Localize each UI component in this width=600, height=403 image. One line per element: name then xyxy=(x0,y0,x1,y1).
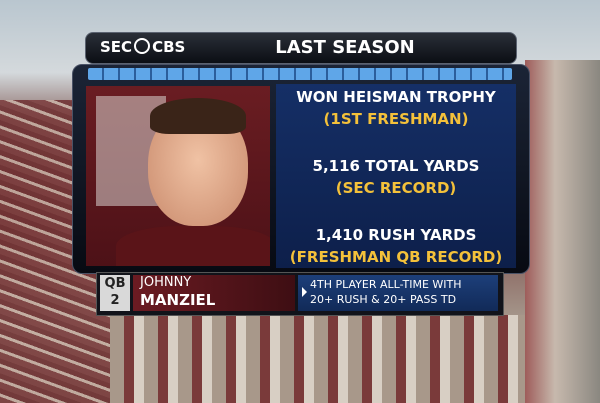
stat-line: 1,410 RUSH YARDS xyxy=(315,226,477,244)
fact-line: 20+ RUSH & 20+ PASS TD xyxy=(310,293,457,306)
shirt xyxy=(116,226,270,266)
network-logo: SEC CBS xyxy=(100,38,185,56)
player-photo xyxy=(86,86,270,266)
stat-note: (FRESHMAN QB RECORD) xyxy=(289,248,503,266)
jersey-number: 2 xyxy=(110,293,120,308)
stats-box: WON HEISMAN TROPHY (1ST FRESHMAN) 5,116 TO… xyxy=(276,84,516,268)
first-name: JOHNNY xyxy=(140,275,192,290)
stat-note: (1ST FRESHMAN) xyxy=(323,110,469,128)
logo-right: CBS xyxy=(152,38,186,56)
stands xyxy=(110,315,525,403)
arrow xyxy=(302,287,307,297)
hair xyxy=(150,98,246,134)
logo-eye xyxy=(134,38,151,54)
stat-line: 5,116 TOTAL YARDS xyxy=(312,157,480,175)
title-bar xyxy=(85,32,517,64)
stat-note: (SEC RECORD) xyxy=(335,179,457,197)
name-box xyxy=(133,275,295,311)
position-box: QB 2 xyxy=(100,275,130,311)
graphic-title: LAST SEASON xyxy=(275,37,415,58)
light-bar xyxy=(88,68,512,80)
logo-left: SEC xyxy=(100,38,133,56)
fact-line: 4TH PLAYER ALL-TIME WITH xyxy=(310,278,462,291)
position: QB xyxy=(104,276,126,291)
stat-line: WON HEISMAN TROPHY xyxy=(296,88,496,106)
last-name: MANZIEL xyxy=(140,291,216,309)
stadium-structure xyxy=(525,60,600,403)
fact-box xyxy=(298,275,498,311)
